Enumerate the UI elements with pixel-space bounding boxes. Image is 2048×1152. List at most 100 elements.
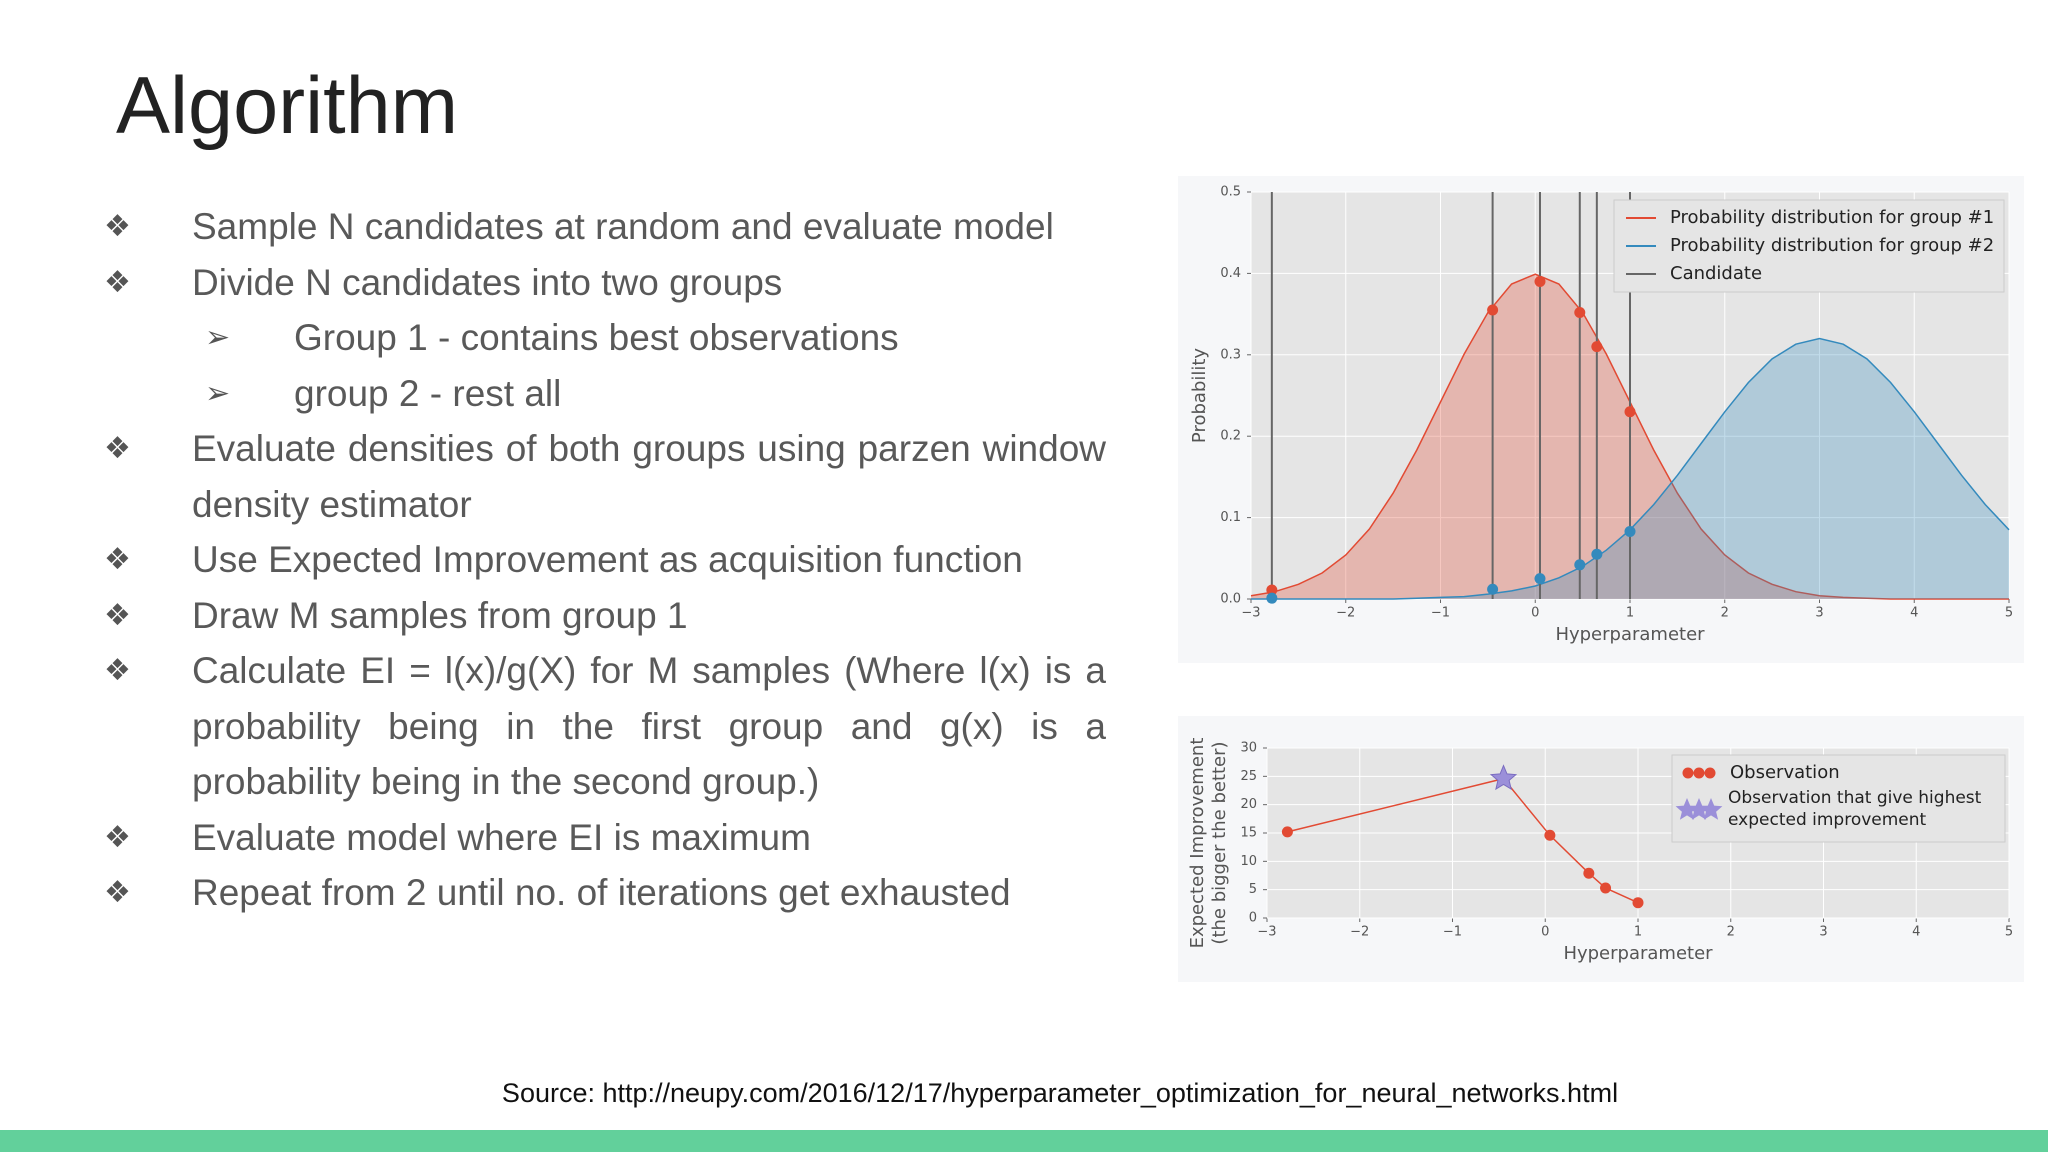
bullet-item: ❖ Divide N candidates into two groups [104, 255, 1106, 311]
point [1487, 583, 1499, 595]
legend-box [1671, 754, 2006, 843]
bullet-icon: ❖ [104, 875, 131, 910]
x-tick-label: −3 [1241, 606, 1260, 621]
line [1287, 777, 1639, 904]
bullet-icon: ❖ [104, 542, 131, 577]
y-tick-label: 0.4 [1220, 266, 1241, 281]
point [1534, 573, 1546, 585]
bullet-text: Divide N candidates into two groups [192, 261, 783, 303]
x-tick-label: 0 [1531, 606, 1539, 621]
point [1591, 548, 1603, 560]
legend-marker [1704, 767, 1716, 779]
x-tick-label: −2 [1336, 606, 1355, 621]
sub-item: ➢ Group 1 - contains best observations [104, 310, 1106, 366]
bullet-text: Repeat from 2 until no. of iterations ge… [192, 872, 1011, 913]
y-axis-label: Expected Improvement [1187, 738, 1208, 949]
bullet-list: ❖ Sample N candidates at random and evalu… [104, 199, 1106, 921]
legend-label: Observation that give highest expected i… [1728, 788, 1982, 830]
x-tick-label: −3 [1257, 925, 1276, 940]
x-tick-label: 1 [1626, 606, 1634, 621]
point [1591, 341, 1603, 353]
footer-bar [0, 1130, 2048, 1152]
sub-text: Group 1 - contains best observations [294, 317, 899, 358]
x-tick-label: −1 [1431, 606, 1450, 621]
x-tick-label: −1 [1443, 925, 1462, 940]
y-axis-label: Probability [1189, 348, 1210, 443]
bullet-text: Evaluate densities of both groups using … [192, 428, 1106, 525]
x-tick-label: 5 [2005, 606, 2013, 621]
point [1266, 592, 1278, 604]
y-tick-label: 25 [1240, 769, 1257, 784]
source-note: Source: http://neupy.com/2016/12/17/hype… [501, 1078, 1619, 1108]
point [1266, 584, 1278, 596]
bullet-icon: ❖ [104, 597, 131, 633]
x-tick-label: 4 [1910, 606, 1918, 621]
bullet-text: Draw M samples from group 1 [192, 594, 688, 636]
y-tick-label: 0.3 [1220, 347, 1241, 362]
point [1624, 525, 1636, 537]
y-tick-label: 0 [1249, 911, 1257, 926]
bullet-text: Use Expected Improvement as acquisition … [192, 539, 1023, 580]
point [1281, 826, 1293, 838]
point [1534, 276, 1546, 288]
point [1583, 867, 1595, 879]
legend-label-box: Observation that give highest expected i… [1728, 788, 1982, 830]
sub-icon: ➢ [205, 320, 231, 355]
slide-title: Algorithm [116, 61, 459, 151]
bullet-text: Sample N candidates at random and evalua… [192, 206, 1054, 247]
x-axis-label: Hyperparameter [1555, 624, 1705, 645]
bullet-item: ❖ Use Expected Improvement as acquisition… [104, 532, 1106, 588]
sub-icon: ➢ [205, 375, 231, 411]
point [1624, 406, 1636, 418]
legend-box [1613, 199, 2005, 293]
y-tick-label: 0.2 [1220, 429, 1241, 444]
x-tick-label: 1 [1634, 925, 1642, 940]
point [1574, 559, 1586, 571]
bullet-item: ❖ Evaluate model where EI is maximum [104, 810, 1106, 866]
legend-label: Observation [1730, 762, 1840, 783]
bullet-icon: ❖ [104, 819, 131, 855]
legend-label: Candidate [1670, 263, 1762, 284]
y-tick-label: 0.1 [1220, 510, 1241, 525]
point [1632, 897, 1644, 909]
x-tick-label: 2 [1727, 925, 1735, 940]
sub-text: group 2 - rest all [294, 372, 562, 414]
bullet-item: ❖ Sample N candidates at random and evalu… [104, 199, 1106, 255]
point [1600, 882, 1612, 894]
best-point [1489, 764, 1518, 791]
point [1487, 304, 1499, 316]
bullet-text: Evaluate model where EI is maximum [192, 816, 811, 858]
point [1574, 306, 1586, 318]
legend-marker [1675, 798, 1699, 820]
sub-list: ➢ Group 1 - contains best observations ➢ gr… [104, 310, 1106, 421]
x-tick-label: 3 [1819, 925, 1827, 940]
legend-marker [1682, 767, 1694, 779]
x-tick-label: 2 [1721, 606, 1729, 621]
bullet-item: ❖ Draw M samples from group 1 [104, 588, 1106, 644]
y-tick-label: 15 [1240, 826, 1257, 841]
area-fill [1251, 338, 2009, 599]
x-tick-label: −2 [1350, 925, 1369, 940]
point [1544, 829, 1556, 841]
y-tick-label: 10 [1240, 854, 1257, 869]
x-tick-label: 3 [1815, 606, 1823, 621]
bullet-item: ❖ Evaluate densities of both groups using… [104, 421, 1106, 532]
x-tick-label: 4 [1912, 925, 1920, 940]
y-tick-label: 0.0 [1220, 592, 1241, 607]
x-axis-label: Hyperparameter [1563, 943, 1713, 964]
y-tick-label: 30 [1240, 741, 1257, 756]
bullet-item: ❖ Repeat from 2 until no. of iterations g… [104, 865, 1106, 921]
bullet-icon: ❖ [104, 653, 131, 688]
legend-label: Probability distribution for group #2 [1670, 235, 1994, 256]
legend-marker [1687, 798, 1711, 820]
y-axis-label: (the bigger the better) [1209, 741, 1230, 944]
bullet-icon: ❖ [104, 209, 131, 244]
legend-marker [1699, 798, 1723, 820]
y-tick-label: 20 [1240, 797, 1257, 812]
y-tick-label: 0.5 [1220, 185, 1241, 200]
bullet-text: Calculate EI = l(x)/g(X) for M samples (… [192, 650, 1106, 802]
legend-label: Probability distribution for group #1 [1670, 207, 1994, 228]
bullet-icon: ❖ [104, 264, 131, 300]
